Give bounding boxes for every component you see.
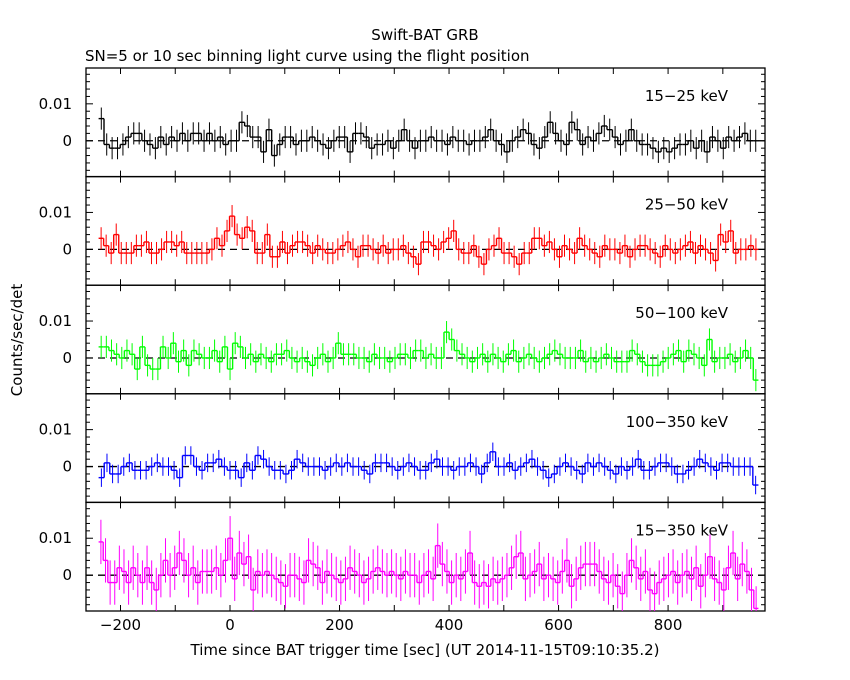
x-axis-label: Time since BAT trigger time [sec] (UT 20… xyxy=(190,641,660,659)
panel-frame xyxy=(85,393,766,504)
y-tick-label: 0 xyxy=(62,240,72,258)
y-tick-label: 0.01 xyxy=(39,421,72,439)
y-tick-label: 0 xyxy=(62,458,72,476)
panel-4: 0 0.01 15−350 keV xyxy=(39,501,766,612)
y-tick-label: 0 xyxy=(62,132,72,150)
panel-2: 0 0.01 50−100 keV xyxy=(39,284,766,395)
y-axis-label: Counts/sec/det xyxy=(8,284,26,397)
x-tick-label: 0 xyxy=(225,616,235,634)
y-tick-label: 0.01 xyxy=(39,95,72,113)
legend-label: 15−350 keV xyxy=(635,521,728,539)
y-tick-label: 0 xyxy=(62,566,72,584)
chart-title: Swift-BAT GRB xyxy=(371,26,478,44)
panel-frame xyxy=(85,67,766,178)
legend-label: 15−25 keV xyxy=(645,87,729,105)
chart-subtitle: SN=5 or 10 sec binning light curve using… xyxy=(85,47,530,65)
panel-3: 0 0.01 100−350 keV xyxy=(39,393,766,504)
x-tick-label: 400 xyxy=(435,616,464,634)
panel-0: 0 0.01 15−25 keV xyxy=(39,67,766,178)
panel-frame xyxy=(85,175,766,286)
panel-1: 0 0.01 25−50 keV xyxy=(39,175,766,286)
y-tick-label: 0.01 xyxy=(39,529,72,547)
y-tick-label: 0 xyxy=(62,349,72,367)
legend-label: 50−100 keV xyxy=(635,304,728,322)
legend-label: 100−350 keV xyxy=(626,413,729,431)
y-tick-label: 0.01 xyxy=(39,203,72,221)
panel-frame xyxy=(85,501,766,612)
y-tick-label: 0.01 xyxy=(39,312,72,330)
panel-frame xyxy=(85,284,766,395)
x-tick-label: −200 xyxy=(100,616,141,634)
x-tick-label: 800 xyxy=(654,616,683,634)
x-tick-label: 600 xyxy=(544,616,573,634)
legend-label: 25−50 keV xyxy=(645,196,729,214)
x-tick-label: 200 xyxy=(325,616,354,634)
